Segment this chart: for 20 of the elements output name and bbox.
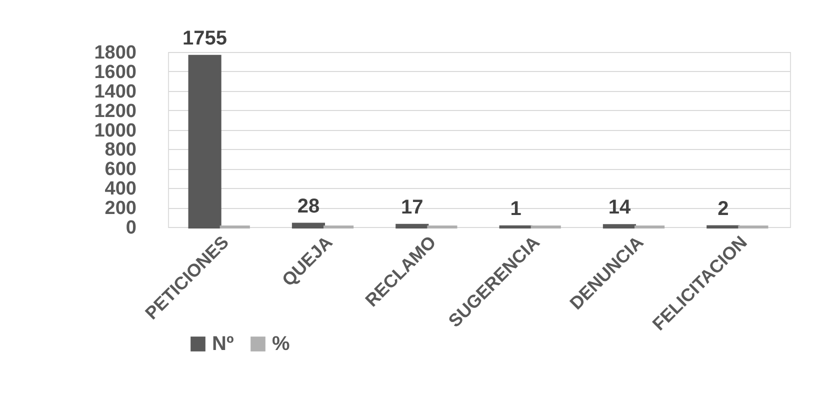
y-tick-label: 200: [104, 198, 136, 220]
y-tick-label: 800: [104, 140, 136, 161]
data-label: 14: [608, 196, 632, 219]
y-tick-label: 1400: [94, 81, 136, 102]
y-tick-label: 1800: [94, 42, 136, 64]
data-label: 17: [401, 196, 424, 218]
bar: [188, 54, 222, 228]
y-tick-label: 1200: [94, 100, 136, 122]
y-tick-label: 600: [104, 159, 136, 180]
legend-label: Nº: [212, 333, 234, 355]
y-tick-label: 1600: [94, 62, 136, 83]
legend-label: %: [272, 333, 290, 355]
y-tick-label: 400: [104, 178, 136, 200]
y-tick-label: 1000: [94, 120, 136, 142]
data-label: 28: [297, 195, 320, 218]
data-label: 1755: [182, 27, 228, 50]
bar: [292, 222, 325, 228]
y-tick-label: 0: [126, 218, 136, 238]
data-label: 1: [510, 198, 522, 220]
data-label: 2: [718, 198, 729, 220]
